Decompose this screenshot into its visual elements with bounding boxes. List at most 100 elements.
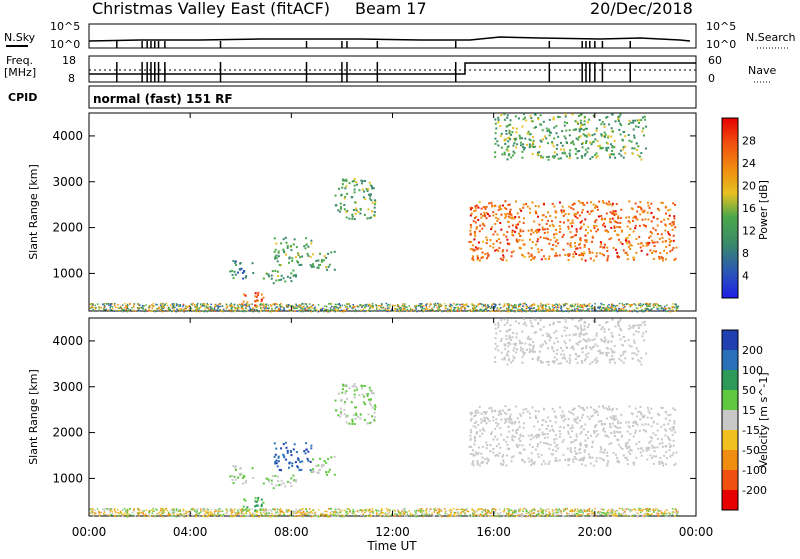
power-cell [498, 247, 500, 249]
power-clutter-cell [450, 304, 452, 306]
velocity-clutter-cell [366, 509, 368, 511]
power-cell [567, 243, 569, 245]
power-cell [601, 219, 603, 221]
power-clutter-cell [204, 305, 206, 307]
power-clutter-cell [524, 303, 526, 305]
velocity-clutter-cell [176, 516, 178, 518]
power-cell [523, 222, 525, 224]
power-cell [672, 202, 674, 204]
power-cell [537, 118, 539, 120]
power-clutter-cell [484, 309, 486, 311]
power-cell [335, 204, 337, 206]
power-cell [672, 229, 674, 231]
power-cell [592, 156, 594, 158]
power-cell [627, 258, 629, 260]
power-clutter-cell [425, 304, 427, 306]
power-cell [274, 251, 276, 253]
velocity-cell [583, 428, 585, 430]
velocity-cell [348, 423, 350, 425]
velocity-cell [511, 336, 513, 338]
velocity-cell [523, 323, 525, 325]
power-cell [540, 236, 542, 238]
power-clutter-cell [227, 306, 229, 308]
power-clutter-cell [503, 310, 505, 312]
power-clutter-cell [672, 303, 674, 305]
velocity-cell [518, 438, 520, 440]
power-cell [662, 260, 664, 262]
power-cell [616, 252, 618, 254]
power-cell [558, 158, 560, 160]
velocity-cell [502, 459, 504, 461]
power-cell [582, 209, 584, 211]
velocity-clutter-cell [421, 514, 423, 516]
power-clutter-cell [366, 304, 368, 306]
velocity-cell [669, 446, 671, 448]
power-cell [610, 143, 612, 145]
velocity-clutter-cell [666, 509, 668, 511]
velocity-clutter-cell [416, 510, 418, 512]
power-cell [499, 242, 501, 244]
power-cell [553, 145, 555, 147]
power-cell [498, 206, 500, 208]
power-cell [634, 137, 636, 139]
power-clutter-cell [676, 306, 678, 308]
power-cell [495, 127, 497, 129]
power-clutter-cell [211, 308, 213, 310]
power-cell [629, 120, 631, 122]
power-cell [533, 220, 535, 222]
power-clutter-cell [589, 306, 591, 308]
velocity-clutter-cell [425, 514, 427, 516]
velocity-cell [636, 354, 638, 356]
power-cell [481, 208, 483, 210]
velocity-clutter-cell [204, 513, 206, 515]
power-cell [620, 133, 622, 135]
power-ylabel: Slant Range [km] [27, 164, 40, 260]
power-cell [545, 258, 547, 260]
power-cell [532, 136, 534, 138]
velocity-cell [575, 458, 577, 460]
power-cell [511, 231, 513, 233]
power-clutter-cell [214, 308, 216, 310]
power-clutter-cell [307, 309, 309, 311]
power-cell [658, 256, 660, 258]
power-cell [506, 149, 508, 151]
velocity-clutter-cell [153, 508, 155, 510]
power-cell [371, 210, 373, 212]
velocity-clutter-cell [565, 508, 567, 510]
power-clutter-cell [641, 305, 643, 307]
velocity-cell [657, 438, 659, 440]
power-clutter-cell [376, 308, 378, 310]
velocity-clutter-cell [454, 515, 456, 517]
velocity-cell [556, 353, 558, 355]
power-clutter-cell [305, 309, 307, 311]
velocity-clutter-cell [281, 510, 283, 512]
velocity-cell [511, 456, 513, 458]
velocity-cell [620, 338, 622, 340]
power-cell [551, 141, 553, 143]
power-cell [295, 256, 297, 258]
velocity-clutter-cell [663, 514, 665, 516]
velocity-clutter-cell [110, 511, 112, 513]
power-cell [280, 242, 282, 244]
power-cell [643, 135, 645, 137]
power-cell [608, 123, 610, 125]
velocity-clutter-cell [477, 510, 479, 512]
velocity-cell [639, 418, 641, 420]
power-cell [364, 214, 366, 216]
power-cell [274, 237, 276, 239]
power-cell [504, 200, 506, 202]
power-cell [563, 149, 565, 151]
power-cell [344, 197, 346, 199]
velocity-clutter-cell [266, 511, 268, 512]
velocity-clutter-cell [645, 509, 647, 511]
velocity-cell [325, 471, 327, 473]
velocity-clutter-cell [537, 511, 539, 513]
power-cell [582, 146, 584, 148]
velocity-cell [499, 330, 501, 332]
power-cell [370, 193, 372, 195]
power-clutter-cell [509, 311, 511, 313]
power-cell [639, 213, 641, 215]
power-clutter-cell [295, 303, 297, 305]
velocity-cell [522, 412, 524, 414]
velocity-cell [595, 335, 597, 337]
